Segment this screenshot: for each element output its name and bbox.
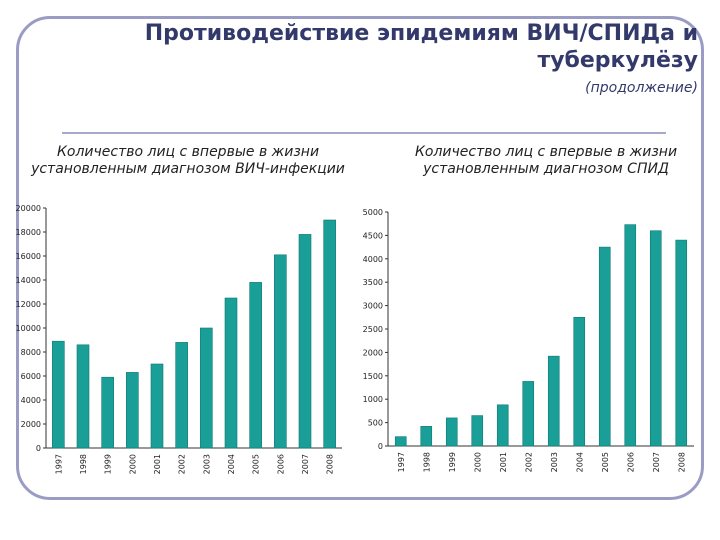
hiv-bar <box>274 254 287 449</box>
aids-bar <box>471 415 484 447</box>
aids-x-tick-label: 2003 <box>550 452 559 472</box>
hiv-x-tick-label: 2006 <box>276 454 285 474</box>
aids-bar <box>675 239 688 447</box>
hiv-y-tick-label: 8000 <box>21 348 41 357</box>
aids-y-tick-label: 1500 <box>363 372 383 381</box>
hiv-y-tick-label: 4000 <box>21 396 41 405</box>
hiv-x-tick-label: 1998 <box>79 454 88 474</box>
aids-y-tick-label: 3000 <box>363 302 383 311</box>
aids-x-tick-label: 1998 <box>422 452 431 472</box>
hiv-y-tick-label: 20000 <box>16 204 41 213</box>
aids-y-tick-label: 0 <box>378 442 383 451</box>
aids-bar <box>649 230 662 447</box>
hiv-bar <box>323 219 336 449</box>
hiv-bar <box>126 372 139 449</box>
aids-y-tick-label: 5000 <box>363 208 383 217</box>
aids-y-tick-label: 1000 <box>363 395 383 404</box>
aids-x-tick-label: 2007 <box>652 452 661 472</box>
aids-bar <box>394 436 407 447</box>
aids-x-tick-label: 1997 <box>397 452 406 472</box>
hiv-bar <box>150 363 164 449</box>
hiv-bar-chart: 0 2000 4000 6000 8000 10000 12000 14000 16000 180… <box>16 204 342 474</box>
aids-y-tick-label: 4500 <box>363 231 383 240</box>
aids-bar <box>547 355 560 447</box>
slide-frame <box>16 16 704 500</box>
hiv-y-tick-label: 16000 <box>16 252 41 261</box>
hiv-bar <box>101 376 114 449</box>
aids-x-tick-label: 2004 <box>575 452 584 472</box>
slide-title: Противодействие эпидемиям ВИЧ/СПИДа и ту… <box>144 21 698 73</box>
hiv-y-tick-label: 0 <box>36 444 41 453</box>
aids-bar-chart: 0 500 1000 1500 2000 2500 3000 3500 4000 4500 5000… <box>363 208 694 472</box>
hiv-bar <box>298 234 312 449</box>
hiv-x-tick-label: 2005 <box>252 454 261 474</box>
hiv-y-tick-label: 14000 <box>16 276 41 285</box>
aids-x-tick-label: 2002 <box>524 452 533 472</box>
aids-x-tick-label: 2000 <box>473 452 482 472</box>
divider-line <box>62 132 666 134</box>
aids-y-tick-label: 3500 <box>363 278 383 287</box>
hiv-x-tick-label: 2007 <box>301 454 310 474</box>
hiv-x-tick-label: 1997 <box>54 454 63 474</box>
aids-x-tick-label: 1999 <box>448 452 457 472</box>
aids-y-tick-label: 4000 <box>363 255 383 264</box>
aids-x-tick-label: 2008 <box>677 452 686 472</box>
aids-bar <box>573 317 586 447</box>
slide-subtitle: (продолжение) <box>585 80 698 96</box>
aids-bar <box>496 404 509 447</box>
aids-bar <box>598 246 611 447</box>
hiv-x-tick-label: 2000 <box>128 454 137 474</box>
aids-x-tick-label: 2006 <box>626 452 635 472</box>
hiv-x-tick-label: 2001 <box>153 454 162 474</box>
aids-bar <box>624 224 637 447</box>
hiv-y-tick-label: 12000 <box>16 300 41 309</box>
chart-title-aids: Количество лиц с впервые в жизни установ… <box>414 144 678 177</box>
aids-bar <box>420 426 433 447</box>
hiv-bar <box>52 340 65 449</box>
hiv-x-tick-label: 2002 <box>178 454 187 474</box>
hiv-x-tick-label: 2008 <box>326 454 335 474</box>
hiv-y-tick-label: 18000 <box>16 228 41 237</box>
aids-y-tick-label: 2000 <box>363 348 383 357</box>
hiv-x-tick-label: 1999 <box>104 454 113 474</box>
aids-x-tick-label: 2005 <box>601 452 610 472</box>
hiv-y-tick-label: 6000 <box>21 372 41 381</box>
aids-y-tick-label: 2500 <box>363 325 383 334</box>
aids-x-tick-label: 2001 <box>499 452 508 472</box>
hiv-bar <box>200 327 213 449</box>
aids-y-tick-label: 500 <box>368 419 383 428</box>
hiv-x-tick-label: 2004 <box>227 454 236 474</box>
hiv-bar <box>175 342 188 449</box>
hiv-y-tick-label: 2000 <box>21 420 41 429</box>
hiv-x-tick-label: 2003 <box>202 454 211 474</box>
hiv-bar <box>249 282 262 449</box>
hiv-y-tick-label: 10000 <box>16 324 41 333</box>
aids-bar <box>522 381 535 447</box>
hiv-bar <box>76 344 90 449</box>
aids-bar <box>445 417 458 447</box>
hiv-bar <box>224 297 238 449</box>
chart-title-hiv: Количество лиц с впервые в жизни установ… <box>31 144 345 177</box>
